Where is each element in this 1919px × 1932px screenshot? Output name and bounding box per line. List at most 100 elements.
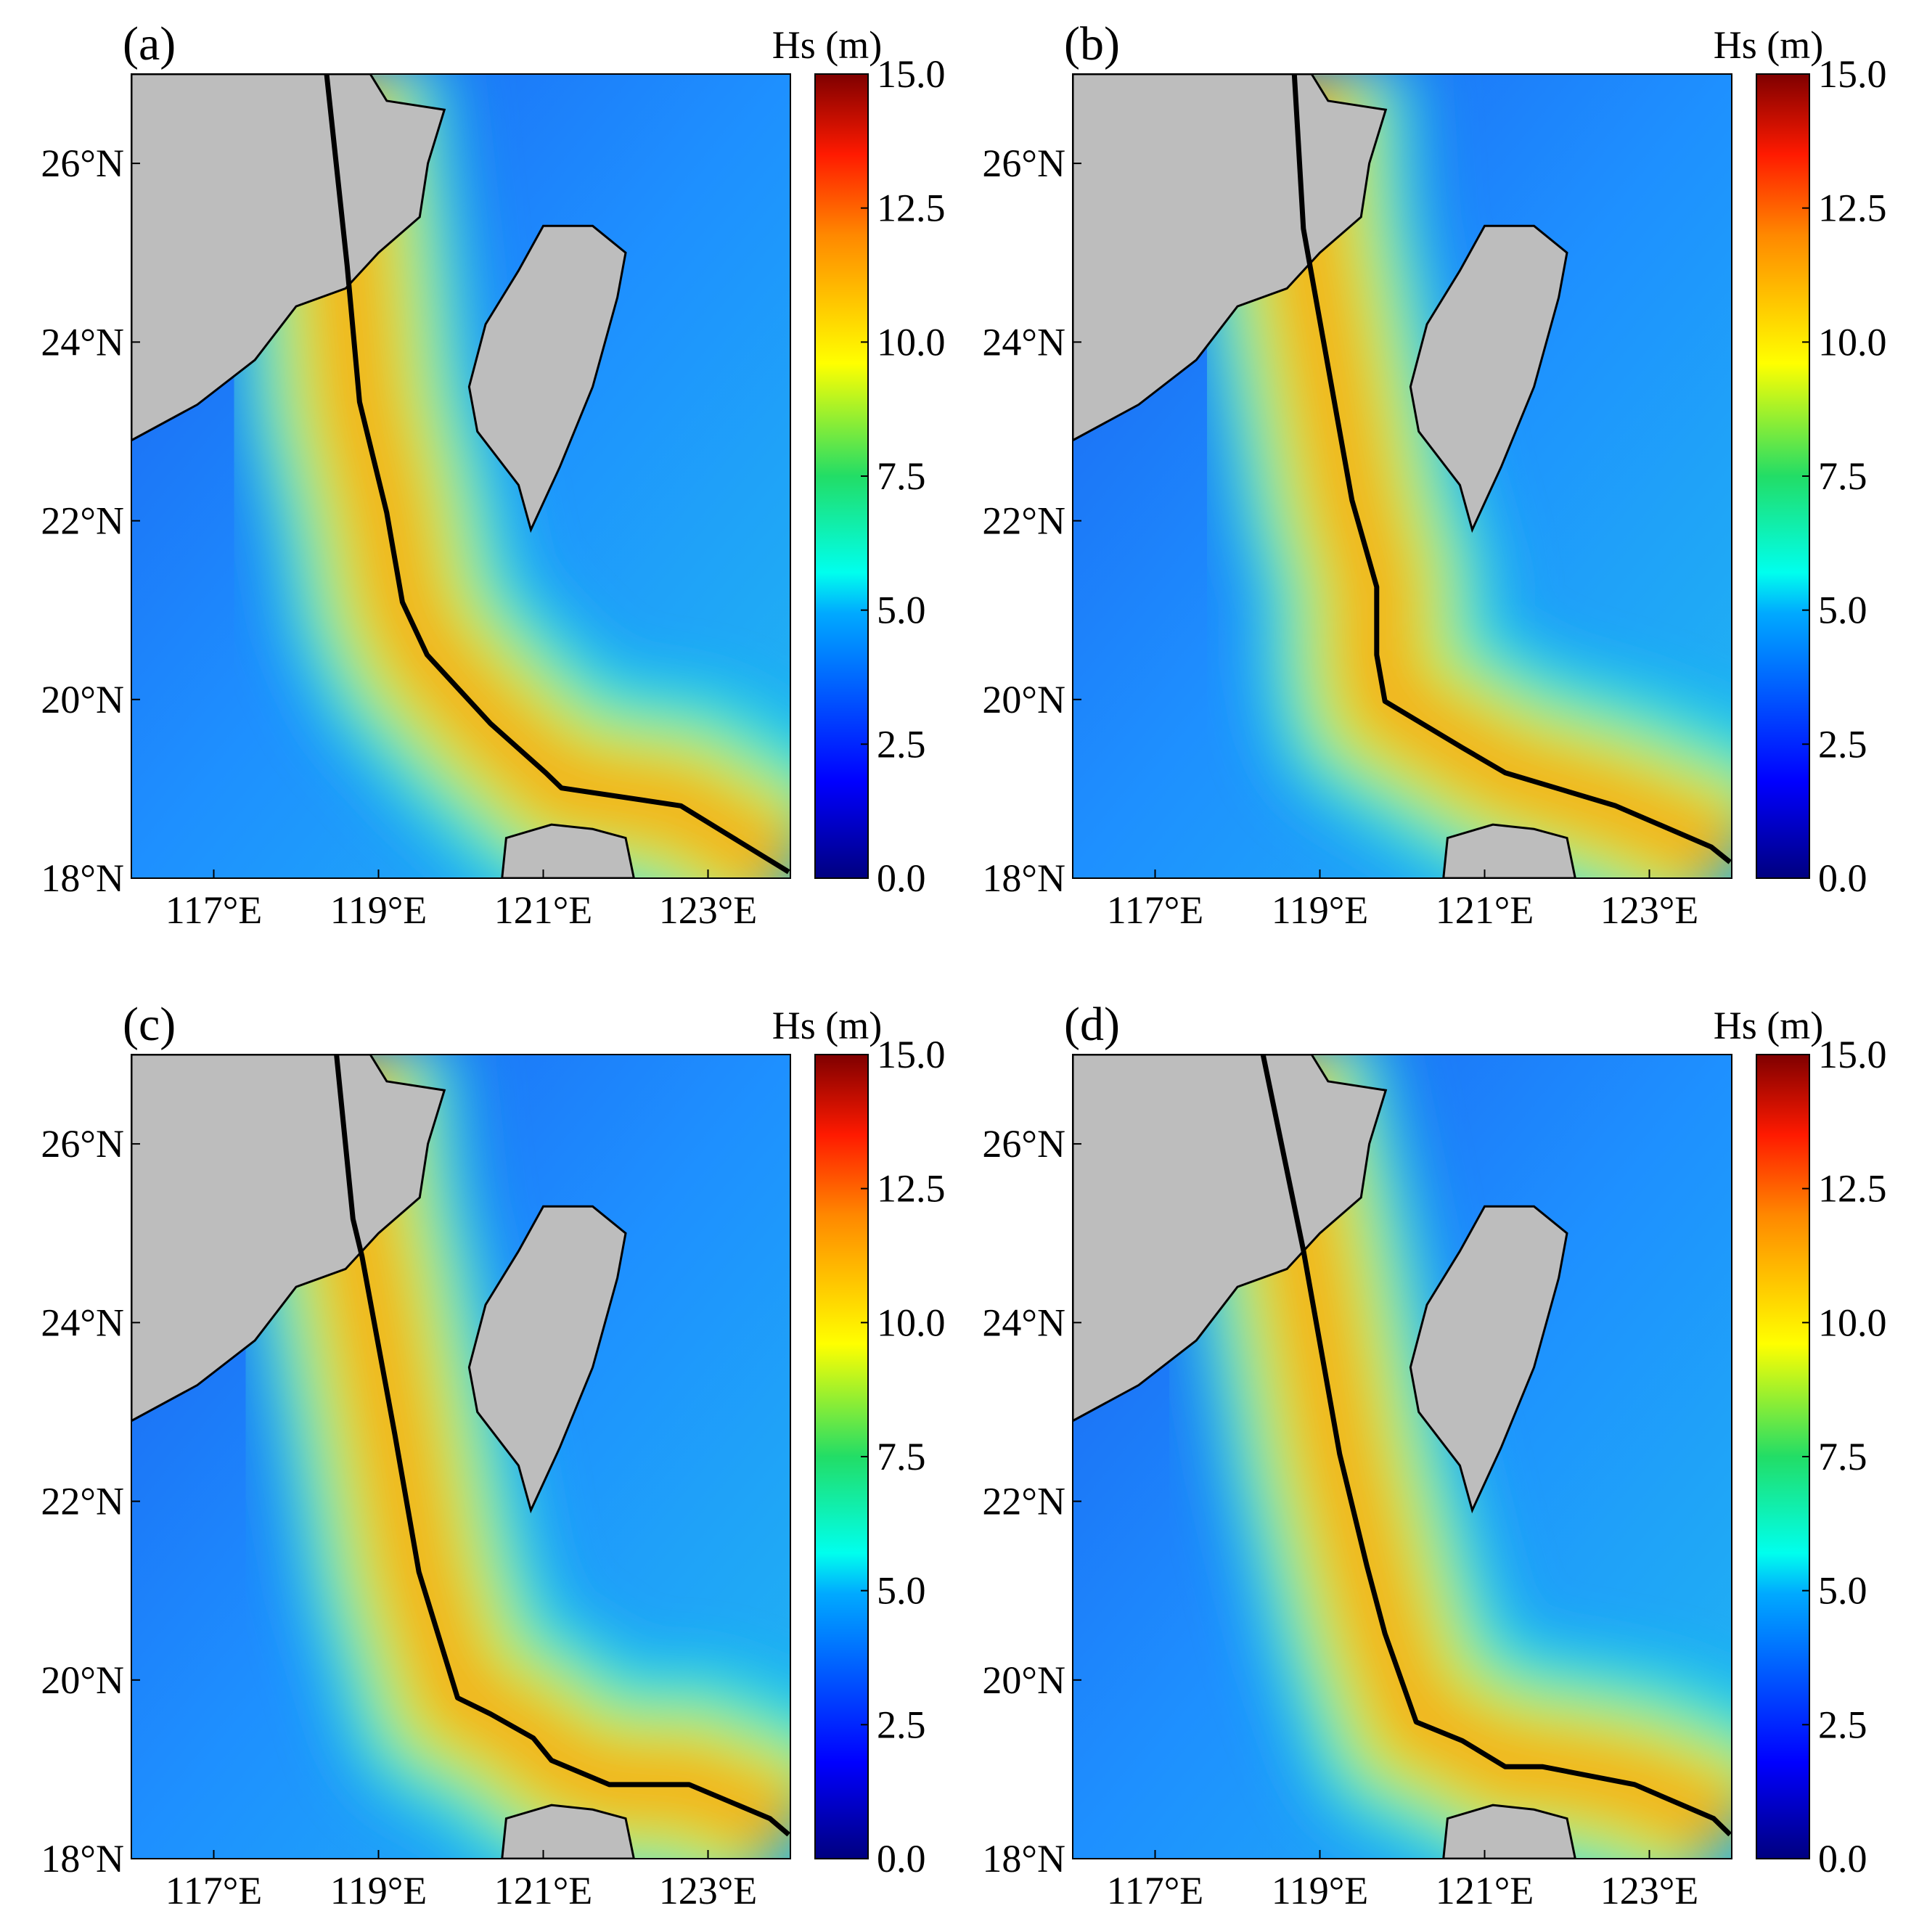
map	[1073, 74, 1732, 878]
land	[1442, 823, 1576, 878]
land	[501, 1804, 635, 1859]
colorbar-tick-label: 7.5	[1818, 454, 1867, 498]
y-tick-label: 20°N	[41, 1658, 124, 1702]
x-tick-label: 121°E	[494, 1869, 593, 1912]
colorbar-tick-label: 0.0	[1818, 1837, 1867, 1880]
colorbar-tick-label: 12.5	[877, 187, 946, 230]
colorbar-title: Hs (m)	[772, 23, 882, 67]
typhoon-track	[1260, 1055, 1732, 1837]
colorbar-tick-label: 15.0	[877, 1033, 946, 1076]
y-tick-label: 22°N	[41, 499, 124, 543]
y-tick-label: 26°N	[41, 1122, 124, 1166]
colorbar-tick-label: 0.0	[877, 856, 926, 900]
typhoon-track	[334, 1055, 790, 1837]
x-tick-label: 123°E	[1600, 888, 1699, 932]
colorbar-tick-label: 2.5	[877, 722, 926, 766]
x-tick-label: 119°E	[330, 888, 427, 932]
typhoon-track	[324, 74, 790, 875]
colorbar-tick-label: 15.0	[877, 52, 946, 96]
y-tick-label: 22°N	[982, 1480, 1065, 1523]
panel-label: (c)	[123, 998, 176, 1051]
colorbar-tick-label: 10.0	[877, 320, 946, 364]
colorbar-tick-label: 12.5	[1818, 187, 1887, 230]
x-tick-label: 117°E	[1107, 888, 1204, 932]
y-tick-label: 22°N	[982, 499, 1065, 543]
x-tick-label: 119°E	[1272, 1869, 1369, 1912]
colorbar-tick-label: 7.5	[877, 1435, 926, 1478]
colorbar-tick-label: 5.0	[1818, 1569, 1867, 1613]
x-tick-label: 123°E	[659, 1869, 758, 1912]
typhoon-track	[1291, 74, 1732, 864]
colorbar-tick-label: 5.0	[1818, 589, 1867, 632]
colorbar-tick-label: 7.5	[1818, 1435, 1867, 1478]
map-frame	[1072, 73, 1732, 879]
colorbar-tick-label: 0.0	[1818, 856, 1867, 900]
y-tick-label: 18°N	[41, 1837, 124, 1880]
colorbar-tick-label: 5.0	[877, 589, 926, 632]
land	[1409, 1205, 1568, 1514]
map-frame	[131, 1054, 791, 1859]
land	[1442, 1804, 1576, 1859]
x-tick-label: 119°E	[330, 1869, 427, 1912]
y-tick-label: 20°N	[41, 678, 124, 721]
colorbar-tick-label: 12.5	[1818, 1167, 1887, 1211]
colorbar-tick-label: 2.5	[1818, 722, 1867, 766]
map	[131, 74, 790, 878]
y-tick-label: 24°N	[41, 1301, 124, 1344]
x-tick-label: 117°E	[165, 1869, 263, 1912]
y-tick-label: 24°N	[982, 1301, 1065, 1344]
x-tick-label: 123°E	[659, 888, 758, 932]
panel: (d) 117°E 119°E 121°E 123°E 18°N 20°N 22°N 24°N 2…	[982, 998, 1886, 1912]
y-tick-label: 18°N	[982, 856, 1065, 900]
colorbar-tick-label: 10.0	[1818, 320, 1887, 364]
y-tick-label: 18°N	[982, 1837, 1065, 1880]
colorbar	[814, 1054, 869, 1859]
colorbar	[1756, 1054, 1810, 1859]
panel: (b) 117°E 119°E 121°E 123°E 18°N 20°N 22°N 24°N 2…	[982, 17, 1886, 932]
colorbar-tick-label: 2.5	[877, 1703, 926, 1746]
land	[1073, 74, 1388, 442]
land	[131, 1055, 446, 1423]
colorbar-tick-label: 0.0	[877, 1837, 926, 1880]
colorbar-title: Hs (m)	[1714, 1004, 1823, 1047]
panel: (a) 117°E 119°E 121°E 123°E 18°N 20°N 22°N 24°N 2…	[41, 17, 945, 932]
colorbar-title: Hs (m)	[772, 1004, 882, 1047]
y-tick-label: 26°N	[982, 1122, 1065, 1166]
panel-label: (b)	[1064, 17, 1120, 70]
map-frame	[1072, 1054, 1732, 1859]
y-tick-label: 24°N	[41, 320, 124, 364]
y-tick-label: 22°N	[41, 1480, 124, 1523]
land	[467, 224, 627, 533]
panel-label: (d)	[1064, 998, 1120, 1051]
colorbar-tick-label: 2.5	[1818, 1703, 1867, 1746]
colorbar-tick-label: 10.0	[1818, 1301, 1887, 1344]
map	[1073, 1055, 1732, 1859]
x-tick-label: 117°E	[1107, 1869, 1204, 1912]
colorbar-tick-label: 5.0	[877, 1569, 926, 1613]
land	[1409, 224, 1568, 533]
y-tick-label: 20°N	[982, 1658, 1065, 1702]
land	[501, 823, 635, 878]
colorbar-tick-label: 15.0	[1818, 52, 1887, 96]
x-tick-label: 121°E	[494, 888, 593, 932]
land	[467, 1205, 627, 1514]
map	[131, 1055, 790, 1859]
x-tick-label: 121°E	[1436, 888, 1534, 932]
x-tick-label: 119°E	[1272, 888, 1369, 932]
y-tick-label: 24°N	[982, 320, 1065, 364]
land	[1073, 1055, 1388, 1423]
map-frame	[131, 73, 791, 879]
panel-label: (a)	[123, 17, 176, 70]
colorbar-tick-label: 15.0	[1818, 1033, 1887, 1076]
x-tick-label: 123°E	[1600, 1869, 1699, 1912]
land	[131, 74, 446, 442]
y-tick-label: 26°N	[41, 142, 124, 185]
colorbar	[1756, 73, 1810, 879]
colorbar-title: Hs (m)	[1714, 23, 1823, 67]
colorbar-tick-label: 10.0	[877, 1301, 946, 1344]
y-tick-label: 18°N	[41, 856, 124, 900]
panel: (c) 117°E 119°E 121°E 123°E 18°N 20°N 22°N 24°N 2…	[41, 998, 945, 1912]
x-tick-label: 121°E	[1436, 1869, 1534, 1912]
y-tick-label: 20°N	[982, 678, 1065, 721]
